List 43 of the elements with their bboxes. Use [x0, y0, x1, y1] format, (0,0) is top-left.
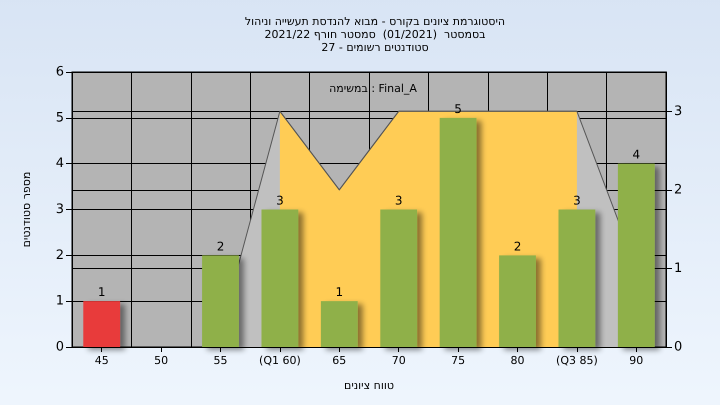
- bar: [618, 164, 655, 347]
- bar: [558, 210, 596, 347]
- bar: [380, 210, 418, 347]
- x-tick-label: (Q3 85): [556, 354, 598, 367]
- x-tick-label: 75: [451, 354, 466, 367]
- data-label: 1: [98, 285, 106, 300]
- annotation: במשימה : Final_A: [329, 82, 418, 95]
- x-tick-label: 80: [510, 354, 524, 367]
- bar: [261, 210, 298, 347]
- data-label: 3: [573, 194, 581, 208]
- data-label: 1: [335, 285, 344, 300]
- bar: [499, 255, 536, 347]
- data-label: 2: [216, 239, 224, 254]
- bar: [202, 255, 239, 347]
- bar: [83, 301, 120, 347]
- bar: [440, 118, 477, 347]
- x-tick-label: 50: [154, 354, 168, 367]
- y-tick-label: 3: [56, 202, 64, 217]
- x-axis-title: טווח ציונים: [344, 379, 394, 392]
- x-tick-label: (Q1 60): [259, 354, 301, 367]
- y2-tick-label: 0: [674, 340, 682, 354]
- data-label: 2: [514, 239, 522, 254]
- y2-tick-label: 2: [674, 182, 682, 198]
- y2-tick-label: 3: [674, 104, 682, 119]
- y-tick-label: 6: [56, 64, 64, 80]
- data-label: 4: [632, 148, 640, 162]
- x-tick-label: 90: [629, 354, 644, 367]
- y-tick-label: 1: [56, 294, 64, 309]
- y-tick-label: 4: [56, 156, 64, 172]
- chart-title: היסטוגרמת ציונים בקורס - מבוא להנדסת תעשייה וניהול בסמסטר (01/2021) סמסטר חורף 2021/22 סטודנטים רשומים - 27: [244, 15, 506, 54]
- x-tick-label: 70: [392, 354, 406, 367]
- y-tick-label: 5: [56, 110, 64, 126]
- x-tick-label: 55: [214, 354, 228, 367]
- y-axis-title: מספר סטודנטים: [20, 172, 33, 248]
- y-tick-label: 2: [56, 248, 64, 263]
- x-tick-label: 65: [332, 354, 346, 367]
- data-label: 3: [276, 194, 284, 208]
- x-tick-label: 45: [94, 354, 109, 367]
- bar: [320, 301, 358, 347]
- y-tick-label: 0: [56, 340, 64, 354]
- data-label: 3: [394, 194, 403, 208]
- data-label: 5: [454, 102, 462, 116]
- y2-tick-label: 1: [674, 260, 682, 276]
